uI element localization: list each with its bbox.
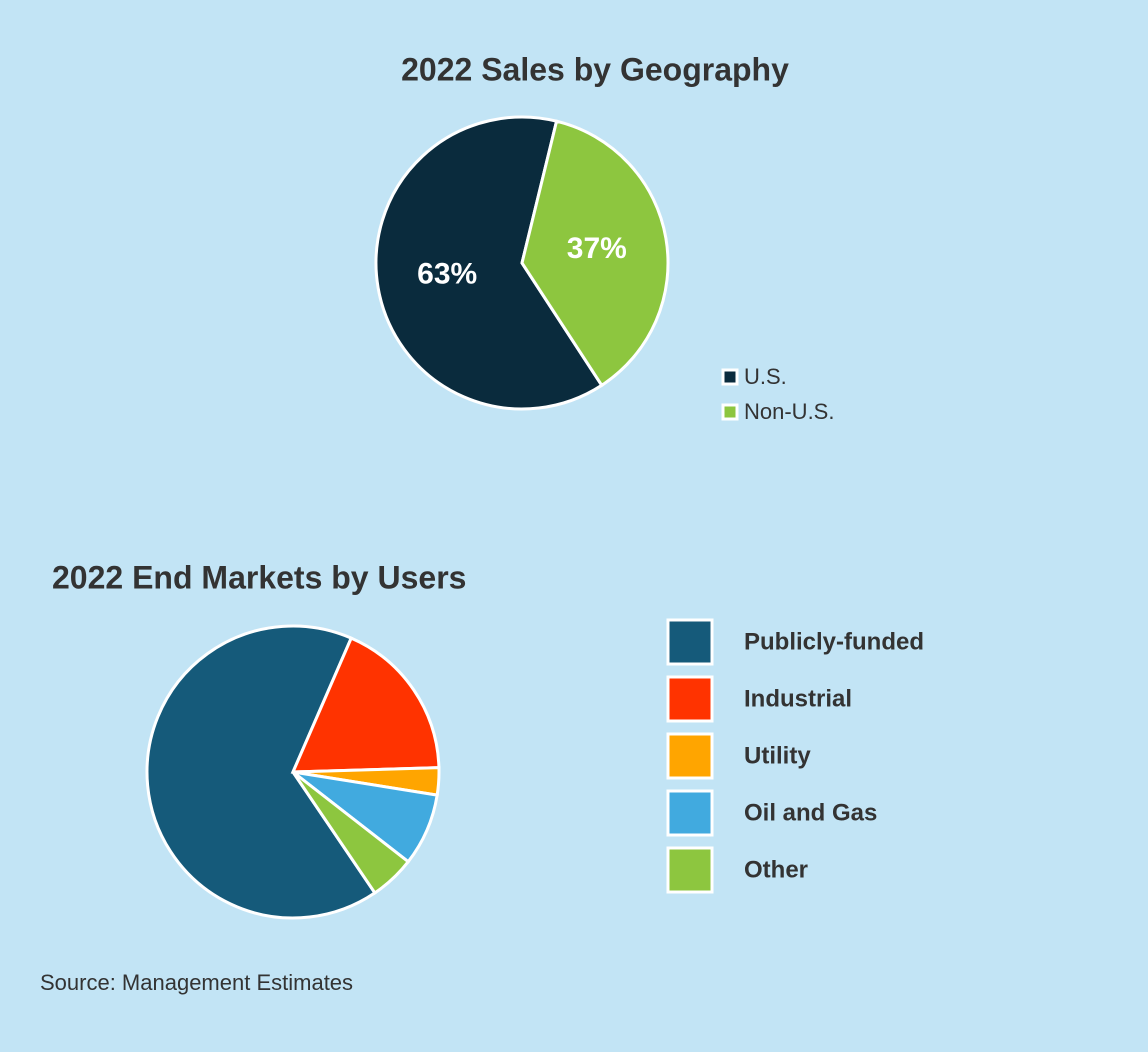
chart-title: 2022 End Markets by Users	[52, 559, 466, 595]
legend-label: U.S.	[744, 364, 787, 389]
pie-slice	[291, 770, 411, 895]
legend-label: Utility	[744, 742, 811, 769]
data-label: 37%	[567, 232, 627, 265]
legend-label: Industrial	[744, 685, 852, 712]
pie-slice	[520, 119, 670, 388]
legend-swatch	[721, 403, 739, 421]
source-note: Source: Management Estimates	[40, 970, 353, 995]
legend-label: Other	[744, 856, 808, 883]
legend-swatch	[666, 675, 714, 723]
pie-slice	[290, 636, 441, 774]
data-label: 63%	[417, 258, 477, 291]
chart-title: 2022 Sales by Geography	[401, 51, 789, 87]
pie-slice	[145, 624, 377, 920]
legend-label: Publicly-funded	[744, 628, 924, 655]
legend-swatch	[666, 846, 714, 894]
legend-label: Oil and Gas	[744, 799, 877, 826]
pie-slice	[374, 115, 604, 411]
legend-swatch	[666, 618, 714, 666]
legend-swatch	[666, 789, 714, 837]
legend-swatch	[721, 368, 739, 386]
legend-label: Non-U.S.	[744, 399, 834, 424]
legend-swatch	[666, 732, 714, 780]
